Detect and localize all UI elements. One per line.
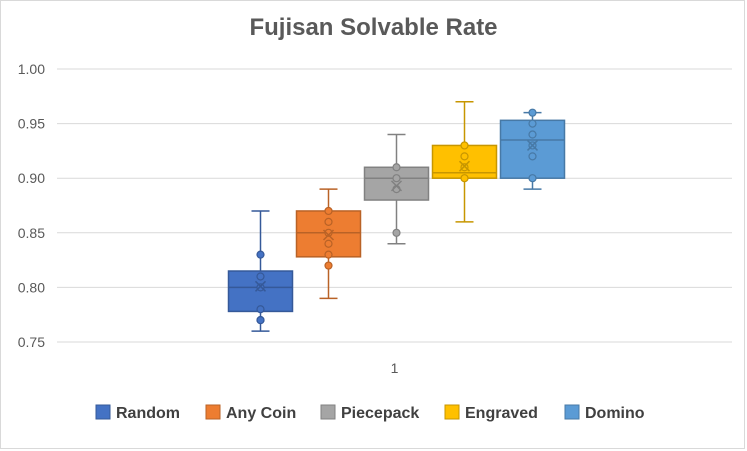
legend-item: Domino — [564, 404, 645, 422]
legend-item: Any Coin — [205, 404, 296, 422]
chart-title: Fujisan Solvable Rate — [249, 14, 498, 41]
legend-swatch — [320, 404, 336, 420]
box-domino — [499, 108, 566, 190]
y-tick-label: 1.00 — [18, 61, 45, 77]
data-point — [460, 174, 469, 183]
data-point — [392, 228, 401, 237]
data-point — [528, 119, 537, 128]
data-point — [256, 250, 265, 259]
mean-marker — [254, 280, 267, 292]
data-point — [324, 228, 333, 237]
legend-item: Random — [95, 404, 180, 422]
data-point — [528, 130, 537, 139]
axes: 0.75 0.80 0.85 0.90 0.95 1.00 1 — [18, 61, 399, 376]
box-series — [227, 101, 566, 332]
legend-swatch — [564, 404, 580, 420]
mean-marker — [390, 180, 403, 192]
data-point — [256, 272, 265, 281]
data-point — [256, 283, 265, 292]
data-point — [528, 108, 537, 117]
legend: Random Any Coin Piecepack Engraved Domino — [95, 404, 645, 422]
data-point — [392, 174, 401, 183]
box-engraved — [431, 101, 498, 223]
legend-label: Random — [116, 405, 180, 422]
box-piecepack — [363, 133, 430, 245]
x-tick-label: 1 — [391, 360, 399, 376]
box-iqr — [363, 166, 430, 201]
data-point — [256, 305, 265, 314]
data-point — [324, 239, 333, 248]
data-point — [460, 152, 469, 161]
legend-swatch — [205, 404, 221, 420]
mean-marker — [526, 139, 539, 151]
legend-swatch — [95, 404, 111, 420]
data-point — [392, 163, 401, 172]
legend-label: Domino — [585, 405, 645, 422]
box-any-coin — [295, 188, 362, 300]
data-point — [324, 206, 333, 216]
legend-label: Engraved — [465, 405, 538, 422]
legend-item: Piecepack — [320, 404, 419, 422]
mean-marker — [458, 160, 471, 172]
data-point — [256, 316, 265, 325]
legend-label: Piecepack — [341, 405, 419, 422]
legend-swatch — [444, 404, 460, 420]
y-tick-label: 0.95 — [18, 116, 45, 132]
y-tick-label: 0.80 — [18, 279, 45, 295]
y-tick-label: 0.75 — [18, 334, 45, 350]
data-point — [460, 141, 469, 150]
y-tick-label: 0.85 — [18, 225, 45, 241]
data-point — [528, 174, 537, 183]
data-point — [324, 250, 333, 259]
legend-item: Engraved — [444, 404, 538, 422]
mean-marker — [322, 229, 335, 241]
box-random — [227, 210, 294, 332]
data-point — [324, 261, 333, 270]
data-point — [528, 152, 537, 161]
data-point — [460, 163, 469, 172]
data-point — [324, 217, 333, 226]
y-tick-label: 0.90 — [18, 170, 45, 186]
legend-label: Any Coin — [226, 405, 296, 422]
grid-lines — [57, 68, 732, 343]
